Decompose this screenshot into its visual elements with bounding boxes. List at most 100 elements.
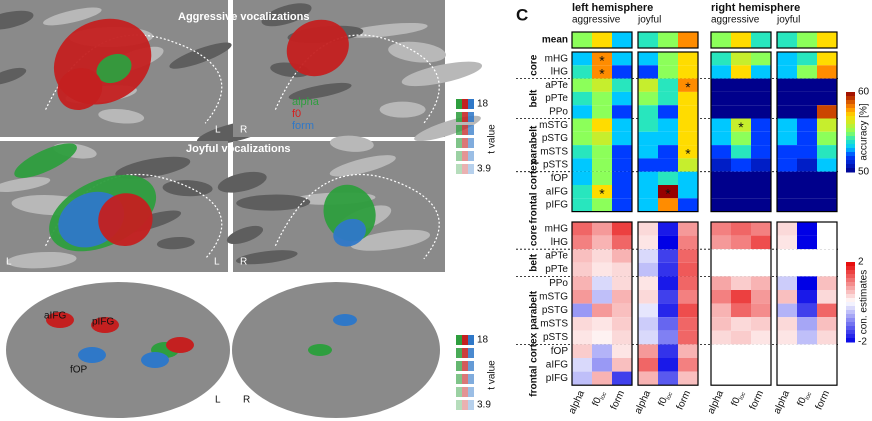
heatmap-cell xyxy=(638,52,658,66)
heatmap-cell xyxy=(678,276,698,290)
heatmap-cell xyxy=(711,78,731,92)
heatmap-cell xyxy=(751,185,771,199)
heatmap-cell xyxy=(817,131,837,146)
sulcus xyxy=(98,109,145,124)
heatmap-cell xyxy=(678,105,698,119)
x-tick-label: f0loc xyxy=(795,389,813,409)
heatmap-cell xyxy=(612,185,632,199)
colorbar-swatch xyxy=(846,112,855,117)
heatmap-cell xyxy=(658,158,678,172)
heatmap-cell xyxy=(711,222,731,236)
heatmap-cell xyxy=(711,52,731,66)
colorbar-swatch xyxy=(846,274,855,279)
colorbar-swatch xyxy=(468,112,474,122)
heatmap-cell xyxy=(678,118,698,132)
heatmap-cell xyxy=(777,249,797,263)
heatmap-cell xyxy=(751,290,771,304)
heatmap-cell xyxy=(731,131,751,146)
colorbar-tick-label: -2 xyxy=(858,337,867,348)
sulcus xyxy=(217,171,267,193)
heatmap-cell xyxy=(658,145,678,159)
group-label: frontal cortex xyxy=(529,159,540,223)
heatmap-cell xyxy=(678,78,698,92)
heatmap-cell xyxy=(638,330,658,345)
heatmap-cell xyxy=(592,371,612,386)
heatmap-frame xyxy=(637,31,699,49)
heatmap-cell xyxy=(572,145,592,159)
heatmap-cell xyxy=(592,198,612,212)
heatmap-cell xyxy=(658,91,678,106)
heatmap-cell xyxy=(751,235,771,250)
heatmap-cell xyxy=(777,131,797,146)
heatmap-cell xyxy=(612,222,632,236)
colorbar-swatch xyxy=(456,112,462,122)
heatmap-cell xyxy=(638,65,658,79)
heatmap-cell xyxy=(777,222,797,236)
heatmap-cell xyxy=(592,105,612,119)
sulcus xyxy=(0,177,51,192)
row-label: pIFG xyxy=(546,200,568,211)
colorbar-label: con. estimates xyxy=(859,270,870,334)
heatmap-cell xyxy=(638,235,658,250)
heatmap-cell xyxy=(731,171,751,185)
colorbar-swatch xyxy=(462,99,468,109)
activation xyxy=(91,317,119,333)
activation xyxy=(333,314,357,326)
colorbar-swatch xyxy=(846,128,855,133)
heatmap-cell xyxy=(678,52,698,66)
heatmap-cell xyxy=(658,317,678,331)
heatmap-cell xyxy=(797,118,817,132)
heatmap-cell xyxy=(711,145,731,159)
heatmap-cell xyxy=(612,358,632,372)
heatmap-frame xyxy=(637,221,699,386)
heatmap-frame xyxy=(571,51,633,213)
heatmap-cell xyxy=(658,249,678,263)
heatmap-cell xyxy=(751,78,771,92)
hemisphere-label: L xyxy=(214,257,220,268)
row-label: fOP xyxy=(551,346,569,357)
brain-surface xyxy=(6,282,230,418)
heatmap-cell xyxy=(711,371,731,386)
colorbar-swatch xyxy=(468,99,474,109)
heatmap-cell xyxy=(731,65,751,79)
hemisphere-label: L xyxy=(215,395,221,406)
heatmap-cell xyxy=(751,222,771,236)
heatmap-cell xyxy=(592,65,612,79)
row-label: mean xyxy=(542,35,568,46)
heatmap-cell xyxy=(731,222,751,236)
heatmap-cell xyxy=(751,65,771,79)
heatmap-cell xyxy=(592,171,612,185)
sulcus xyxy=(115,156,191,179)
heatmap-cell xyxy=(817,303,837,318)
heatmap-frame xyxy=(776,51,838,213)
heatmap-cell xyxy=(817,52,837,66)
heatmap-cell xyxy=(612,276,632,290)
heatmap-cell xyxy=(751,303,771,318)
heatmap-cell xyxy=(731,249,751,263)
condition-label: joyful xyxy=(776,15,800,26)
heatmap-cell xyxy=(817,276,837,290)
heatmap-cell xyxy=(592,145,612,159)
heatmap-cell xyxy=(592,158,612,172)
heatmap-cell xyxy=(612,158,632,172)
heatmap-cell xyxy=(817,158,837,172)
x-tick-label: form xyxy=(748,389,766,412)
colorbar-swatch xyxy=(456,361,462,371)
heatmap-cell xyxy=(731,32,751,48)
heatmap-cell xyxy=(751,249,771,263)
row-label: pPTe xyxy=(545,264,568,275)
heatmap-cell xyxy=(797,171,817,185)
row-label: lHG xyxy=(551,67,568,78)
heatmap-cell xyxy=(731,91,751,106)
colorbar-swatch xyxy=(846,124,855,129)
heatmap-cell xyxy=(638,91,658,106)
heatmap-cell xyxy=(612,249,632,263)
heatmap-cell xyxy=(731,105,751,119)
heatmap-cell xyxy=(592,78,612,92)
row-label: lHG xyxy=(551,237,568,248)
row-label: aPTe xyxy=(545,251,568,262)
x-tick-label: f0loc xyxy=(729,389,747,409)
colorbar-swatch xyxy=(846,92,855,97)
heatmap-frame xyxy=(776,31,838,49)
heatmap-cell xyxy=(612,303,632,318)
